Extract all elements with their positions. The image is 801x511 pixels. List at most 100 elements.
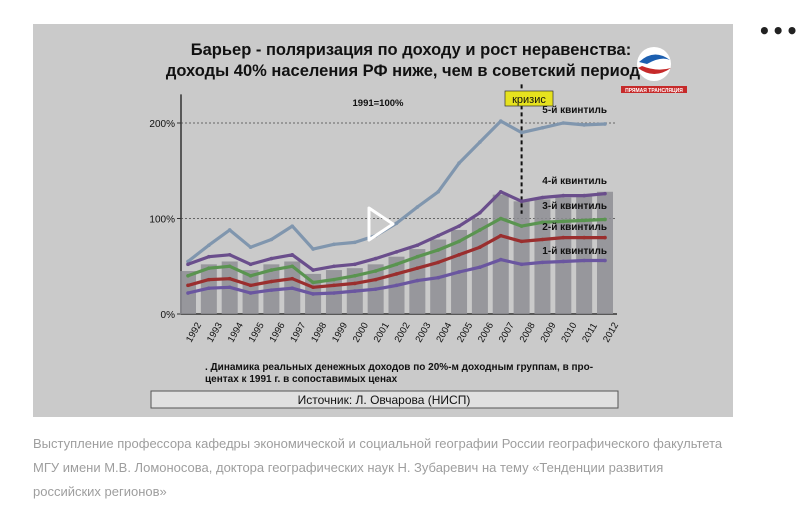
data-point [478,245,482,249]
data-point [394,272,399,276]
x-tick-label: 1994 [226,321,246,345]
x-tick-label: 2001 [372,321,392,345]
data-point [186,291,190,295]
data-point [248,283,253,288]
data-point [332,291,336,295]
data-point [186,283,190,288]
x-tick-label: 1995 [247,321,267,345]
data-point [353,289,357,293]
data-point [290,276,295,281]
y-tick-label: 100% [149,215,175,226]
x-tick-label: 2003 [413,321,433,345]
data-point [248,245,253,249]
chart: Барьер - поляризация по доходу и рост не… [149,41,687,409]
x-tick-label: 2012 [601,321,621,345]
x-tick-label: 1992 [184,321,204,345]
source-text: Источник: Л. Овчарова (НИСП) [298,393,471,407]
data-point [540,220,545,225]
data-point [227,285,232,290]
data-point [436,248,441,252]
play-icon[interactable] [367,206,395,242]
data-point [436,189,441,194]
data-point [582,235,586,240]
x-tick-label: 1998 [309,321,329,345]
bar [534,199,551,314]
data-point [311,280,315,285]
data-point [353,281,357,286]
data-point [561,121,566,125]
play-triangle[interactable] [367,206,395,242]
x-tick-label: 2010 [559,321,579,345]
data-point [603,191,607,196]
data-point [519,199,524,204]
data-point [248,274,253,278]
data-point [373,287,378,291]
bar [597,191,613,314]
data-point [561,219,566,224]
bar [555,197,572,314]
data-point [498,189,503,194]
slide-title-line1: Барьер - поляризация по доходу и рост не… [191,41,631,59]
data-point [269,237,274,242]
data-point [207,266,211,270]
data-point [332,264,336,269]
crisis-label: кризис [512,94,546,106]
data-point [561,235,566,240]
data-point [373,269,378,273]
data-point [519,224,524,228]
logo-stripe-red [638,66,671,74]
data-point [478,210,482,215]
base-label: 1991=100% [353,98,405,109]
data-point [353,274,357,278]
data-point [457,270,461,274]
data-point [227,276,232,281]
logo-stripe-blue [639,54,670,64]
data-point [436,275,441,280]
series-label: 3-й квинтиль [542,201,607,212]
data-point [207,254,211,259]
data-point [394,283,399,288]
data-point [478,228,482,232]
data-point [332,283,336,288]
data-point [290,286,295,291]
data-point [353,240,357,245]
data-point [269,288,274,292]
data-point [498,257,503,262]
data-point [457,239,461,244]
data-point [394,262,399,267]
x-tick-label: 2005 [455,321,475,345]
data-point [478,265,482,270]
x-tick-label: 1997 [288,321,308,345]
x-tick-label: 2000 [351,321,371,345]
data-point [269,279,274,284]
data-point [394,250,399,254]
data-point [415,254,420,259]
bar [576,194,593,314]
more-options-icon[interactable]: ••• [758,19,800,43]
data-point [415,278,420,283]
footnote-line1: . Динамика реальных денежных доходов по … [205,362,593,373]
series-label: 2-й квинтиль [542,222,607,233]
data-point [603,235,607,240]
data-point [561,259,566,264]
x-tick-label: 1993 [205,321,225,345]
data-point [311,268,315,272]
data-point [603,217,607,222]
data-point [290,264,295,269]
x-tick-label: 2009 [539,321,559,345]
video-player[interactable]: Барьер - поляризация по доходу и рост не… [33,24,733,417]
y-tick-label: 0% [161,310,176,321]
data-point [207,286,211,291]
series-label: 4-й квинтиль [542,176,607,187]
data-point [540,260,545,265]
data-point [311,247,315,251]
data-point [207,243,211,248]
data-point [582,258,586,263]
data-point [415,266,420,270]
x-tick-label: 2011 [580,321,600,344]
crisis-label-box [504,90,554,107]
data-point [269,256,274,261]
x-tick-label: 2004 [434,321,454,345]
data-point [478,140,482,144]
logo-bar [621,86,687,93]
